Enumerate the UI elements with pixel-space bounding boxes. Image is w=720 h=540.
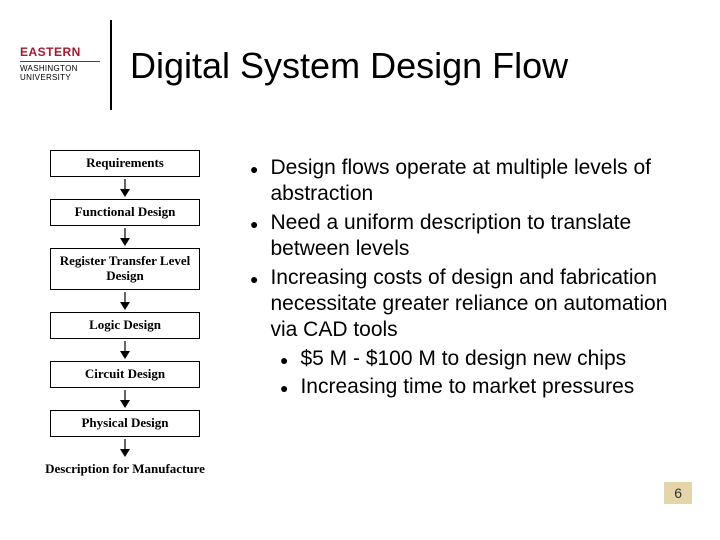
bullet-icon: ● — [250, 216, 258, 233]
flow-arrow — [30, 388, 220, 410]
bullet-text: Increasing costs of design and fabricati… — [270, 265, 690, 342]
bullet-icon: ● — [250, 271, 258, 288]
bullet-icon: ● — [280, 380, 288, 397]
logo-text-bottom: WASHINGTON UNIVERSITY — [20, 64, 100, 82]
logo-text-top: EASTERN — [20, 45, 100, 59]
flow-arrow — [30, 226, 220, 248]
arrow-down-icon — [117, 339, 133, 361]
sub-bullet-item: ● $5 M - $100 M to design new chips — [280, 346, 690, 372]
bullet-item: ● Increasing costs of design and fabricat… — [250, 265, 690, 342]
flow-terminal-text: Description for Manufacture — [30, 461, 220, 477]
bullet-text: Design flows operate at multiple levels … — [270, 155, 690, 206]
flow-arrow — [30, 177, 220, 199]
arrow-down-icon — [117, 226, 133, 248]
page-number: 6 — [664, 482, 692, 504]
arrow-down-icon — [117, 437, 133, 459]
logo-divider — [20, 61, 100, 62]
page-title: Digital System Design Flow — [130, 45, 568, 87]
flow-node: Physical Design — [50, 410, 200, 437]
arrow-down-icon — [117, 177, 133, 199]
flow-arrow — [30, 290, 220, 312]
header: EASTERN WASHINGTON UNIVERSITY Digital Sy… — [10, 20, 710, 110]
flowchart: Requirements Functional Design Register Tr… — [30, 150, 220, 477]
flow-arrow — [30, 339, 220, 361]
sub-bullet-text: $5 M - $100 M to design new chips — [300, 346, 690, 372]
flow-arrow — [30, 437, 220, 459]
bullet-text: Need a uniform description to translate … — [270, 210, 690, 261]
header-vertical-divider — [110, 20, 112, 110]
sub-bullet-item: ● Increasing time to market pressures — [280, 374, 690, 400]
sub-bullet-text: Increasing time to market pressures — [300, 374, 690, 400]
bullet-item: ● Design flows operate at multiple levels… — [250, 155, 690, 206]
arrow-down-icon — [117, 388, 133, 410]
flow-node: Circuit Design — [50, 361, 200, 388]
logo: EASTERN WASHINGTON UNIVERSITY — [20, 45, 100, 82]
bullet-item: ● Need a uniform description to translate… — [250, 210, 690, 261]
arrow-down-icon — [117, 290, 133, 312]
flow-node: Requirements — [50, 150, 200, 177]
flow-node: Register Transfer Level Design — [50, 248, 200, 290]
flow-node: Functional Design — [50, 199, 200, 226]
flow-node: Logic Design — [50, 312, 200, 339]
bullet-icon: ● — [250, 161, 258, 178]
bullet-list: ● Design flows operate at multiple levels… — [250, 155, 690, 401]
bullet-icon: ● — [280, 352, 288, 369]
